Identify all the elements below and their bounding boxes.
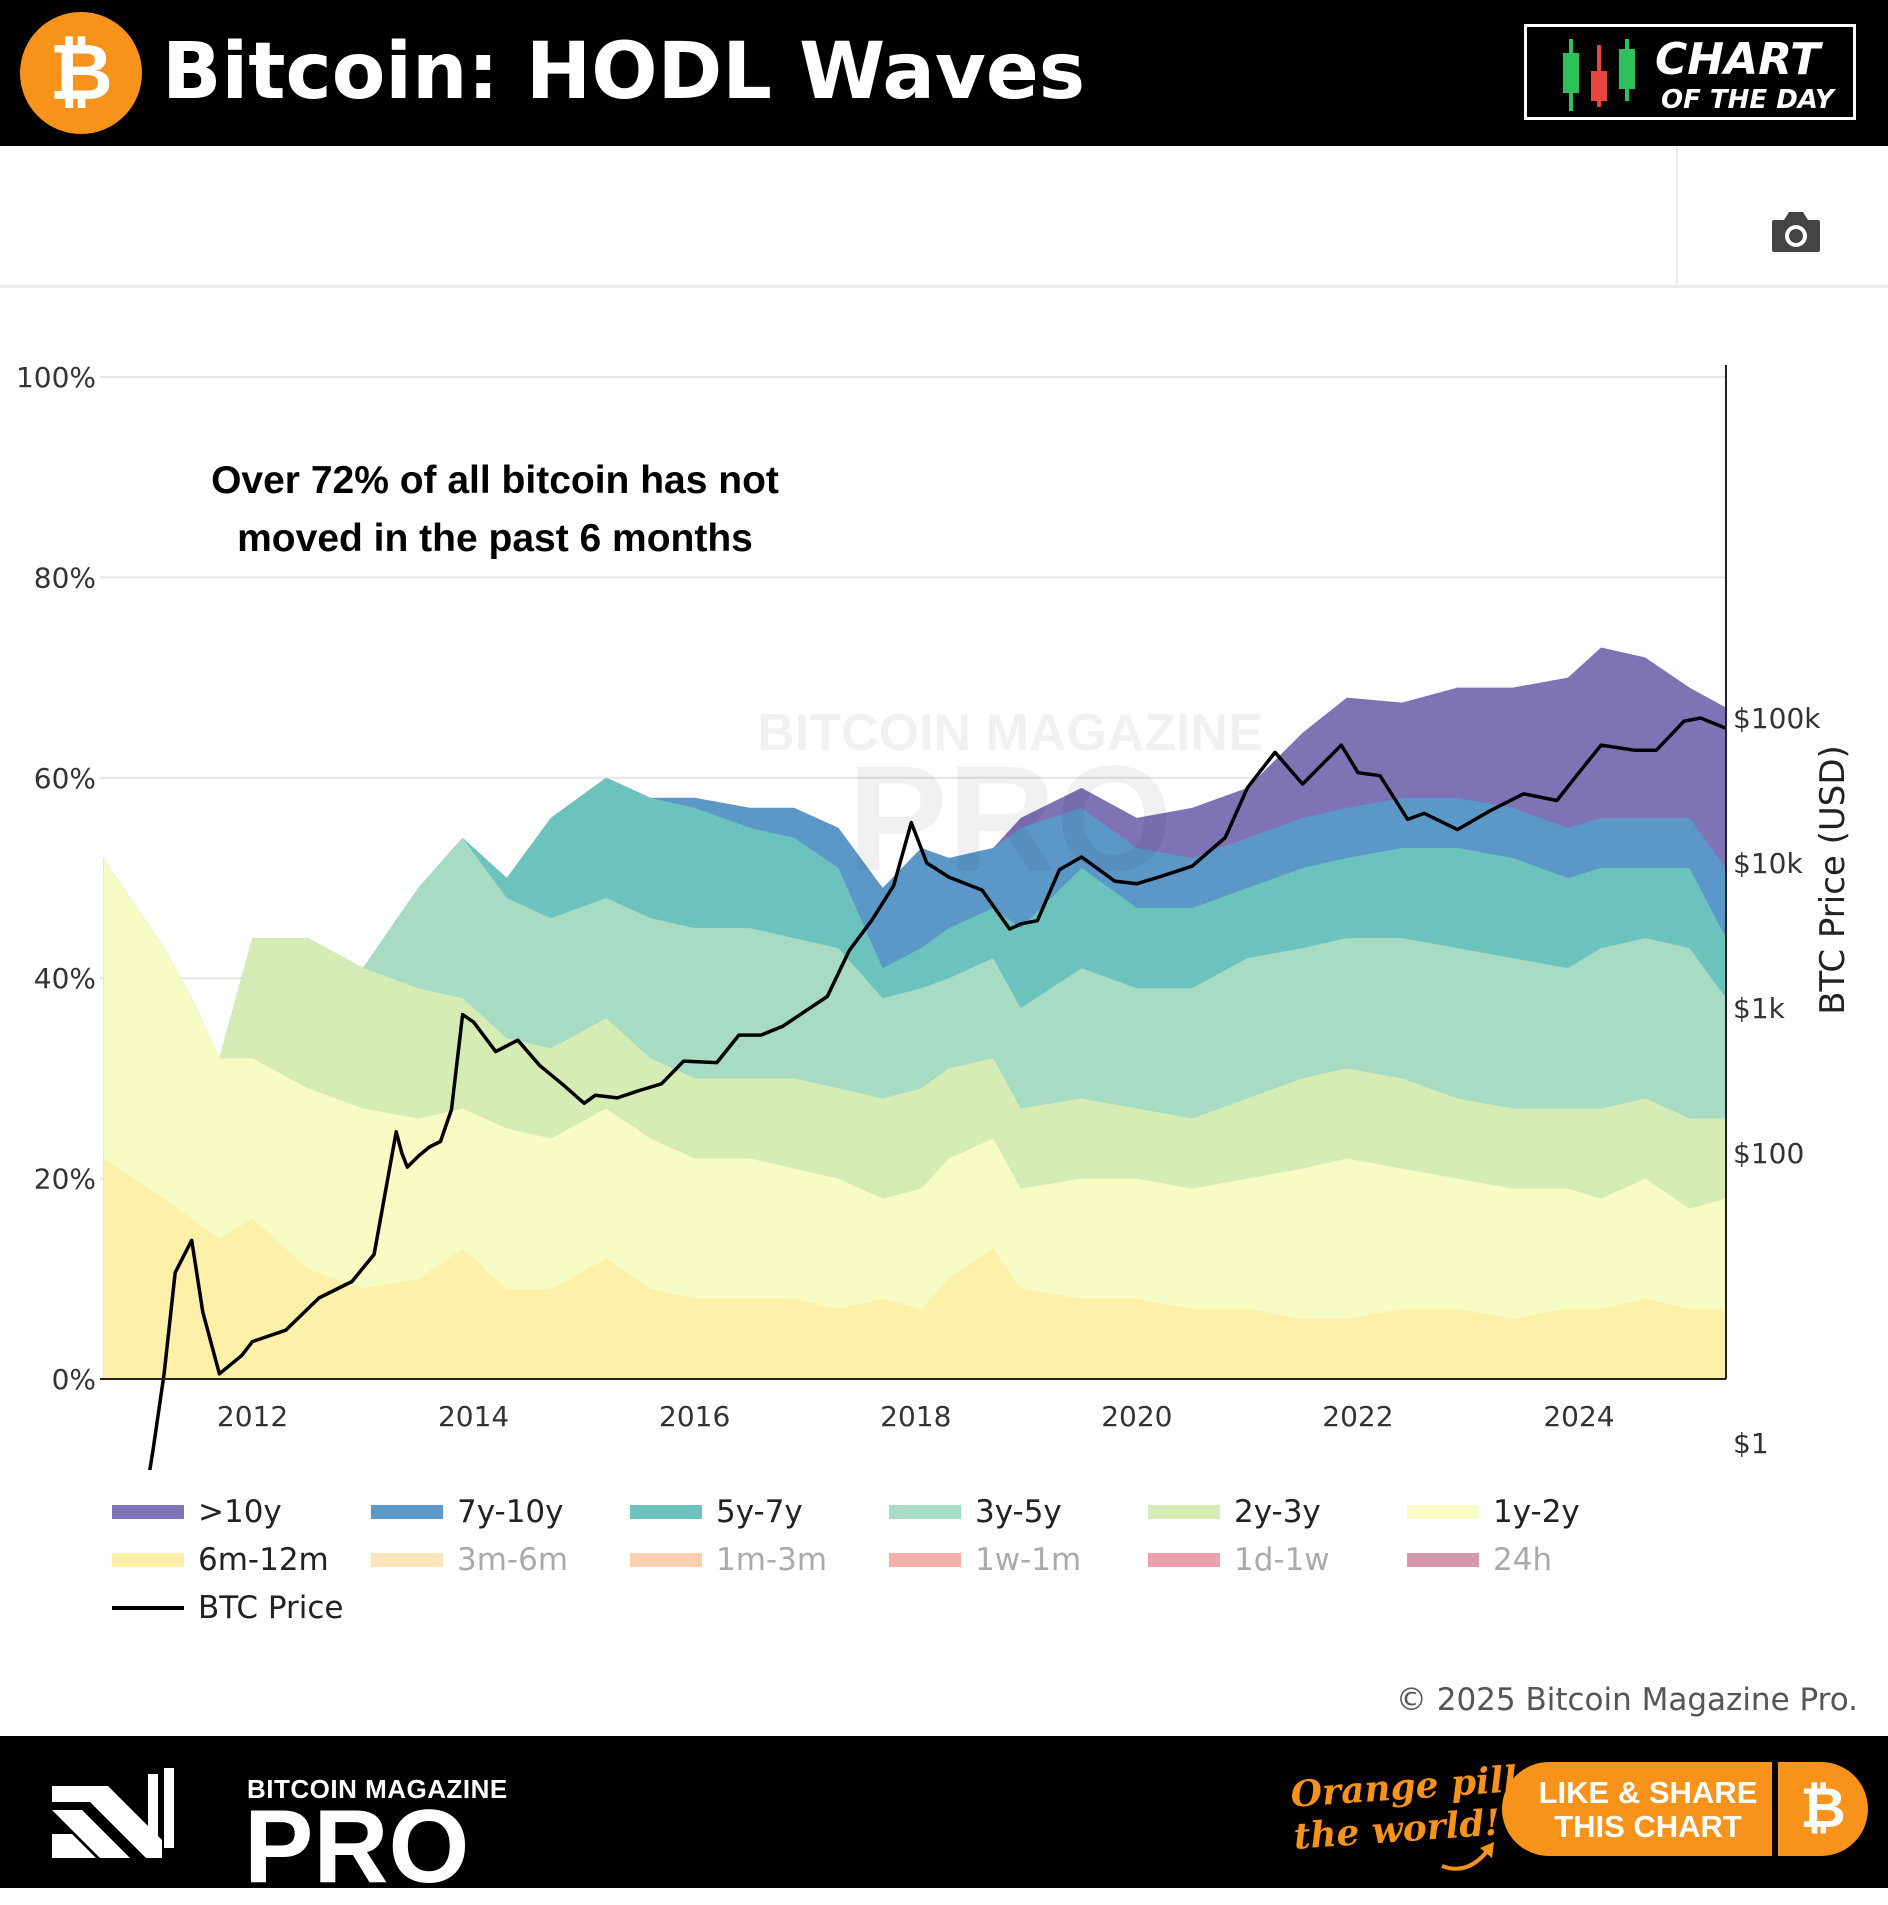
legend-swatch — [889, 1505, 961, 1519]
area-6m-12m — [103, 1158, 1726, 1379]
x-tick-label: 2024 — [1543, 1400, 1614, 1433]
legend-label: 1m-3m — [716, 1542, 828, 1578]
x-tick-label: 2016 — [659, 1400, 730, 1433]
legend-swatch — [371, 1553, 443, 1567]
legend-item-7y-10y[interactable]: 7y-10y — [371, 1492, 564, 1532]
legend-label: 6m-12m — [198, 1542, 329, 1578]
chart-axes — [100, 365, 1727, 1380]
legend-item-btc-price[interactable]: BTC Price — [112, 1588, 344, 1628]
age-band-areas — [103, 647, 1726, 1379]
legend-item-3y-5y[interactable]: 3y-5y — [889, 1492, 1062, 1532]
y-right-tick-label: $1 — [1733, 1427, 1769, 1460]
bitcoin-magazine-pro-logo: BITCOIN MAGAZINE PRO — [52, 1758, 507, 1902]
legend-swatch — [630, 1505, 702, 1519]
legend-swatch — [630, 1553, 702, 1567]
btc-price-series — [148, 716, 1727, 1470]
y-right-tick-label: $10k — [1733, 847, 1803, 880]
bitcoin-logo-icon: ₿ — [20, 12, 142, 134]
legend-item-1d-1w[interactable]: 1d-1w — [1148, 1540, 1330, 1580]
y-left-tick-label: 0% — [52, 1363, 96, 1396]
annotation-line1: Over 72% of all bitcoin has not — [211, 459, 779, 502]
area-1y-2y — [103, 857, 1726, 1379]
legend-item-2y-3y[interactable]: 2y-3y — [1148, 1492, 1321, 1532]
candlestick-icon — [1563, 39, 1635, 111]
legend-item-1y-2y[interactable]: 1y-2y — [1407, 1492, 1580, 1532]
legend-item-10y[interactable]: >10y — [112, 1492, 282, 1532]
legend-label: >10y — [198, 1494, 282, 1530]
toolbar-divider — [1676, 146, 1678, 288]
like-share-button[interactable]: LIKE & SHARE THIS CHART ₿ — [1502, 1762, 1868, 1856]
bm-stripes-icon — [52, 1768, 174, 1858]
legend-swatch — [889, 1553, 961, 1567]
x-tick-label: 2020 — [1101, 1400, 1172, 1433]
legend-label: 24h — [1493, 1542, 1553, 1578]
chart-annotation: Over 72% of all bitcoin has not moved in… — [140, 452, 850, 568]
x-tick-label: 2018 — [880, 1400, 951, 1433]
axis-tick-labels: 2012 2014 2016 2018 2020 2022 2024 0% 20% 40% 60% 8… — [16, 361, 1821, 1460]
svg-text:BITCOIN MAGAZINE: BITCOIN MAGAZINE — [757, 704, 1263, 762]
x-tick-label: 2014 — [438, 1400, 509, 1433]
y-left-tick-label: 80% — [34, 561, 96, 594]
x-tick-label: 2012 — [217, 1400, 288, 1433]
btc-price-line — [148, 716, 1727, 1470]
legend-label: 5y-7y — [716, 1494, 803, 1530]
chart-of-the-day-badge: CHART OF THE DAY — [1524, 24, 1856, 120]
share-line1: LIKE & SHARE — [1538, 1775, 1758, 1810]
curved-arrow-icon — [1441, 1842, 1494, 1871]
badge-line1: CHART — [1655, 34, 1821, 85]
svg-text:PRO: PRO — [847, 734, 1172, 902]
legend-label: 3m-6m — [457, 1542, 569, 1578]
legend-label: BTC Price — [198, 1590, 344, 1626]
brand-small-text: BITCOIN MAGAZINE — [247, 1774, 508, 1804]
page-title: Bitcoin: HODL Waves — [162, 27, 1086, 117]
legend-swatch — [1148, 1553, 1220, 1567]
y-left-tick-label: 20% — [34, 1163, 96, 1196]
chart-toolbar — [0, 146, 1888, 288]
legend-item-6m-12m[interactable]: 6m-12m — [112, 1540, 329, 1580]
legend-swatch — [112, 1505, 184, 1519]
bitcoin-icon: ₿ — [1800, 1776, 1846, 1841]
right-axis-title: BTC Price (USD) — [1813, 745, 1853, 1015]
legend-item-24h[interactable]: 24h — [1407, 1540, 1552, 1580]
legend-swatch — [112, 1606, 184, 1610]
legend-item-1w-1m[interactable]: 1w-1m — [889, 1540, 1081, 1580]
header-bar: ₿ Bitcoin: HODL Waves CHART OF THE DAY — [0, 0, 1888, 146]
legend-swatch — [1148, 1505, 1220, 1519]
legend-label: 7y-10y — [457, 1494, 564, 1530]
footer-bar: BITCOIN MAGAZINE PRO Orange pill the wor… — [0, 1736, 1888, 1902]
annotation-line2: moved in the past 6 months — [237, 517, 753, 560]
legend-label: 1y-2y — [1493, 1494, 1580, 1530]
badge-line2: OF THE DAY — [1661, 85, 1834, 115]
x-tick-label: 2022 — [1322, 1400, 1393, 1433]
download-image-button[interactable] — [1770, 208, 1822, 256]
legend-swatch — [371, 1505, 443, 1519]
hodl-waves-chart: BITCOIN MAGAZINE PRO 2012 2014 2016 2018 202… — [16, 361, 1853, 1470]
y-right-tick-label: $100 — [1733, 1137, 1804, 1170]
y-left-tick-label: 40% — [34, 962, 96, 995]
share-button-label: LIKE & SHARE THIS CHART — [1522, 1776, 1774, 1844]
watermark-logo: BITCOIN MAGAZINE PRO — [757, 704, 1263, 902]
legend-swatch — [1407, 1505, 1479, 1519]
y-right-tick-label: $100k — [1733, 702, 1821, 735]
share-line2: THIS CHART — [1554, 1809, 1742, 1844]
y-left-tick-label: 100% — [16, 361, 96, 394]
copyright-notice: © 2025 Bitcoin Magazine Pro. — [1395, 1682, 1858, 1718]
legend-swatch — [112, 1553, 184, 1567]
brand-large-text: PRO — [244, 1789, 470, 1905]
legend-item-3m-6m[interactable]: 3m-6m — [371, 1540, 568, 1580]
legend-label: 1d-1w — [1234, 1542, 1330, 1578]
share-divider — [1772, 1762, 1778, 1856]
legend-label: 1w-1m — [975, 1542, 1082, 1578]
y-right-tick-label: $1k — [1733, 992, 1786, 1025]
legend-label: 2y-3y — [1234, 1494, 1321, 1530]
legend-item-1m-3m[interactable]: 1m-3m — [630, 1540, 827, 1580]
legend-swatch — [1407, 1553, 1479, 1567]
y-left-tick-label: 60% — [34, 762, 96, 795]
camera-icon — [1772, 212, 1820, 252]
legend-item-5y-7y[interactable]: 5y-7y — [630, 1492, 803, 1532]
legend-label: 3y-5y — [975, 1494, 1062, 1530]
